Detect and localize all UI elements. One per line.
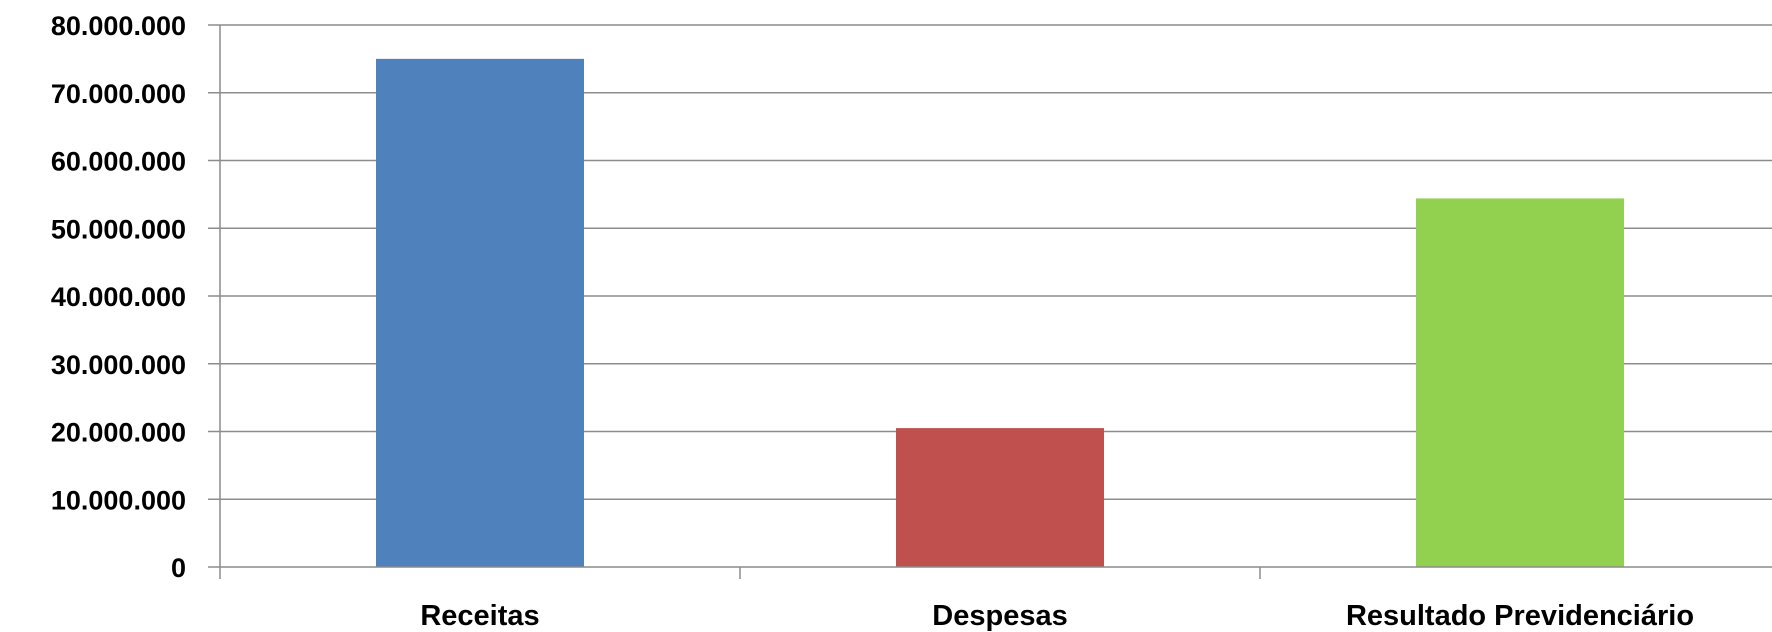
y-tick-label: 30.000.000 (51, 350, 186, 380)
bars (376, 58, 1624, 567)
x-category-labels: Receitas Despesas Resultado Previdenciário (420, 600, 1694, 632)
y-tick-label: 20.000.000 (51, 418, 186, 448)
y-tick-label: 10.000.000 (51, 485, 186, 515)
y-tick-label: 50.000.000 (51, 214, 186, 244)
x-category-label: Receitas (420, 600, 539, 632)
x-category-label: Resultado Previdenciário (1346, 600, 1694, 632)
bar-3 (1416, 198, 1624, 567)
y-tick-labels: 0 10.000.000 20.000.000 30.000.000 40.000.00… (51, 11, 186, 583)
y-tick-label: 40.000.000 (51, 282, 186, 312)
y-tick-label: 60.000.000 (51, 147, 186, 177)
bar-2 (896, 428, 1104, 567)
bar-1 (376, 58, 584, 567)
y-tick-label: 70.000.000 (51, 79, 186, 109)
x-category-label: Despesas (932, 600, 1067, 632)
y-tick-label: 80.000.000 (51, 11, 186, 41)
y-tick-label: 0 (171, 553, 186, 583)
axes (208, 24, 1772, 579)
